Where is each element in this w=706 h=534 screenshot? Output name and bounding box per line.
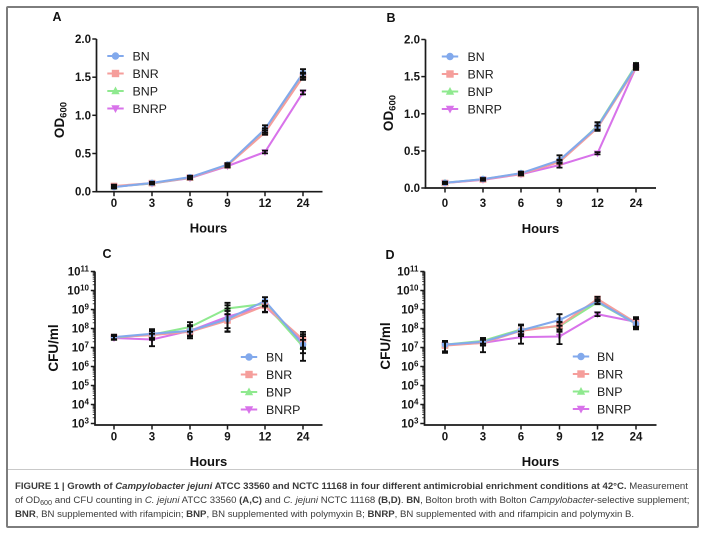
svg-text:109: 109 [401,303,419,317]
svg-text:0: 0 [111,432,117,444]
svg-text:BNRP: BNRP [597,403,631,417]
svg-text:105: 105 [401,379,419,393]
svg-text:BNRP: BNRP [266,403,300,417]
svg-text:106: 106 [401,360,419,374]
svg-text:1.0: 1.0 [75,110,91,122]
svg-text:24: 24 [297,198,310,210]
svg-text:0: 0 [111,198,117,210]
svg-text:A: A [52,10,61,24]
svg-text:3: 3 [480,432,486,444]
svg-text:BNP: BNP [133,85,158,99]
svg-text:104: 104 [72,398,90,412]
svg-text:9: 9 [224,198,230,210]
svg-text:12: 12 [259,198,272,210]
svg-text:12: 12 [259,432,272,444]
svg-text:1.5: 1.5 [75,72,92,84]
svg-text:0.5: 0.5 [75,149,92,161]
svg-text:CFU/ml: CFU/ml [46,324,61,371]
svg-text:108: 108 [401,322,419,336]
svg-text:6: 6 [187,198,193,210]
svg-text:0: 0 [442,198,448,210]
svg-text:1011: 1011 [68,265,90,279]
svg-text:107: 107 [72,341,90,355]
svg-text:OD600: OD600 [381,95,399,131]
svg-text:9: 9 [556,198,562,210]
svg-text:CFU/ml: CFU/ml [378,322,393,369]
svg-text:Hours: Hours [190,221,228,236]
svg-text:0.5: 0.5 [404,146,421,158]
svg-text:3: 3 [149,198,155,210]
svg-text:24: 24 [630,432,643,444]
svg-text:Hours: Hours [190,454,228,469]
svg-text:Hours: Hours [522,454,560,469]
svg-text:1011: 1011 [397,265,419,279]
svg-text:0.0: 0.0 [75,187,91,199]
svg-text:0: 0 [442,432,448,444]
svg-text:107: 107 [401,341,419,355]
svg-text:12: 12 [591,432,604,444]
svg-text:2.0: 2.0 [404,35,420,47]
svg-text:6: 6 [518,198,524,210]
svg-text:106: 106 [72,360,90,374]
svg-text:BN: BN [597,350,614,364]
svg-text:BNR: BNR [597,368,623,382]
svg-text:B: B [386,11,395,25]
svg-text:Hours: Hours [522,221,560,236]
svg-text:BN: BN [468,50,485,64]
svg-text:24: 24 [630,198,643,210]
svg-text:103: 103 [401,417,419,431]
svg-text:BNP: BNP [597,385,622,399]
svg-text:108: 108 [72,322,90,336]
svg-text:BNRP: BNRP [133,102,167,116]
svg-text:3: 3 [149,432,155,444]
svg-text:1010: 1010 [397,284,419,298]
svg-text:OD600: OD600 [52,102,70,138]
svg-text:104: 104 [401,398,419,412]
svg-text:1.5: 1.5 [404,72,421,84]
svg-text:109: 109 [72,303,90,317]
svg-text:C: C [102,247,111,261]
svg-text:6: 6 [518,432,524,444]
svg-text:6: 6 [187,432,193,444]
svg-text:BNRP: BNRP [468,103,502,117]
svg-text:BN: BN [133,50,150,64]
svg-text:BNP: BNP [266,386,291,400]
svg-text:BN: BN [266,351,283,365]
svg-text:3: 3 [480,198,486,210]
svg-text:D: D [385,248,394,262]
svg-text:105: 105 [72,379,90,393]
svg-text:BNR: BNR [468,68,494,82]
svg-text:1.0: 1.0 [404,109,420,121]
svg-text:BNR: BNR [133,67,159,81]
svg-text:BNP: BNP [468,85,493,99]
svg-text:2.0: 2.0 [75,34,91,46]
svg-text:9: 9 [224,432,230,444]
svg-text:0.0: 0.0 [404,183,420,195]
svg-text:9: 9 [556,432,562,444]
svg-text:103: 103 [72,417,90,431]
svg-text:1010: 1010 [67,284,89,298]
svg-text:BNR: BNR [266,368,292,382]
svg-text:24: 24 [297,432,310,444]
svg-text:12: 12 [591,198,604,210]
